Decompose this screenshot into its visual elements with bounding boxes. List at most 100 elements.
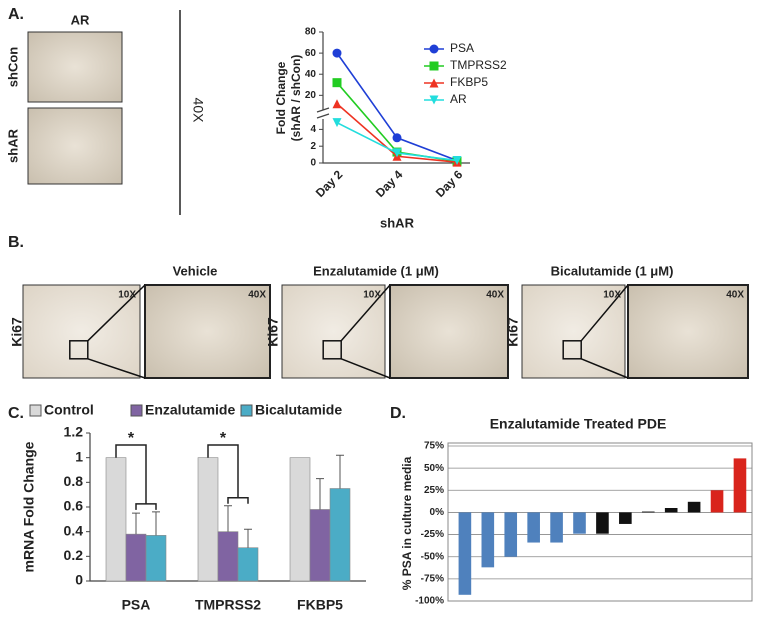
bar [481, 512, 495, 568]
x-tick-label: FKBP5 [297, 597, 343, 613]
y-tick-label: 0.4 [64, 522, 84, 538]
bar [237, 547, 259, 582]
y-tick-label: 25% [424, 485, 444, 496]
panel-label: B. [8, 234, 24, 251]
bar [641, 511, 655, 513]
significance-bracket [115, 444, 157, 510]
micrograph [144, 284, 271, 379]
magnification: 40X [486, 290, 504, 301]
y-tick-label: 40 [305, 69, 317, 80]
error-bar [336, 454, 344, 489]
marker [429, 95, 439, 105]
row-label: shAR [5, 128, 20, 163]
y-tick-label: 0 [75, 572, 83, 588]
legend-swatch [240, 404, 253, 417]
bar [197, 457, 219, 582]
axis-line [89, 433, 366, 582]
micrograph [389, 284, 509, 379]
y-axis-label: (shAR / shCon) [289, 55, 303, 142]
error-bar [316, 478, 324, 510]
error-bar [224, 505, 232, 532]
bar [664, 508, 678, 513]
y-axis-label: Fold Change [274, 61, 288, 134]
bar [145, 535, 167, 582]
marker [392, 133, 402, 143]
y-tick-label: 75% [424, 441, 444, 452]
micrograph [27, 31, 123, 103]
zoom-box [562, 340, 582, 360]
bar [710, 490, 724, 513]
micrograph [281, 284, 386, 379]
legend-label: FKBP5 [450, 75, 488, 89]
y-tick-label: 2 [310, 141, 316, 152]
significance-label: * [128, 430, 135, 447]
axis-line [322, 32, 470, 164]
bar [309, 509, 331, 582]
plot-frame [447, 442, 753, 602]
series-line [336, 52, 458, 162]
bar [573, 512, 586, 534]
image-title: Bicalutamide (1 μM) [551, 263, 674, 278]
legend-label: Bicalutamide [255, 402, 342, 418]
magnification: 10X [363, 290, 381, 301]
y-tick-label: 0.8 [64, 473, 84, 489]
x-tick-label: PSA [122, 597, 151, 613]
bar [217, 531, 239, 582]
error-bar [244, 528, 252, 548]
y-tick-label: 20 [305, 90, 317, 101]
micrograph [627, 284, 749, 379]
y-tick-label: 60 [305, 48, 317, 59]
magnification: 40X [190, 98, 206, 124]
marker [429, 78, 439, 88]
zoom-line [87, 284, 146, 379]
legend-swatch [130, 404, 143, 417]
y-tick-label: -75% [421, 573, 444, 584]
error-bar [132, 512, 140, 535]
micrograph [27, 107, 123, 185]
micrograph [22, 284, 141, 379]
magnification: 40X [726, 290, 744, 301]
image-title: Vehicle [173, 263, 218, 278]
x-tick-label: Day 4 [373, 167, 406, 200]
bar [687, 501, 701, 513]
legend-label: PSA [450, 41, 474, 55]
y-tick-label: 0.2 [64, 547, 84, 563]
stain-label: Ki67 [9, 317, 25, 347]
y-tick-label: 80 [305, 27, 317, 38]
legend-label: Control [44, 402, 94, 418]
zoom-line [340, 284, 391, 379]
legend-label: TMPRSS2 [450, 58, 507, 72]
y-tick-label: -25% [421, 529, 444, 540]
significance-bracket [207, 444, 249, 504]
zoom-box [322, 340, 342, 360]
x-tick-label: TMPRSS2 [195, 597, 261, 613]
x-tick-label: Day 6 [433, 167, 466, 200]
row-label: shCon [5, 47, 20, 88]
legend-swatch [29, 404, 42, 417]
x-axis-label: shAR [380, 215, 415, 230]
magnification: 40X [248, 290, 266, 301]
image-title: AR [71, 12, 90, 27]
bar [619, 512, 632, 524]
marker [332, 99, 342, 109]
marker [332, 118, 342, 128]
marker [429, 44, 439, 54]
y-tick-label: 1.2 [64, 424, 84, 440]
bar [596, 512, 609, 534]
legend-label: AR [450, 92, 467, 106]
image-title: Enzalutamide (1 μM) [313, 263, 439, 278]
zoom-line [580, 284, 629, 379]
significance-label: * [220, 430, 227, 447]
panel-label: C. [8, 405, 24, 422]
x-tick-label: Day 2 [313, 167, 346, 200]
marker [429, 61, 439, 71]
y-tick-label: -100% [415, 596, 444, 607]
stain-label: Ki67 [505, 317, 521, 347]
marker [332, 48, 342, 58]
bar [458, 512, 472, 595]
y-tick-label: -50% [421, 551, 444, 562]
marker [332, 78, 342, 88]
micrograph [521, 284, 626, 379]
bar [289, 457, 311, 582]
